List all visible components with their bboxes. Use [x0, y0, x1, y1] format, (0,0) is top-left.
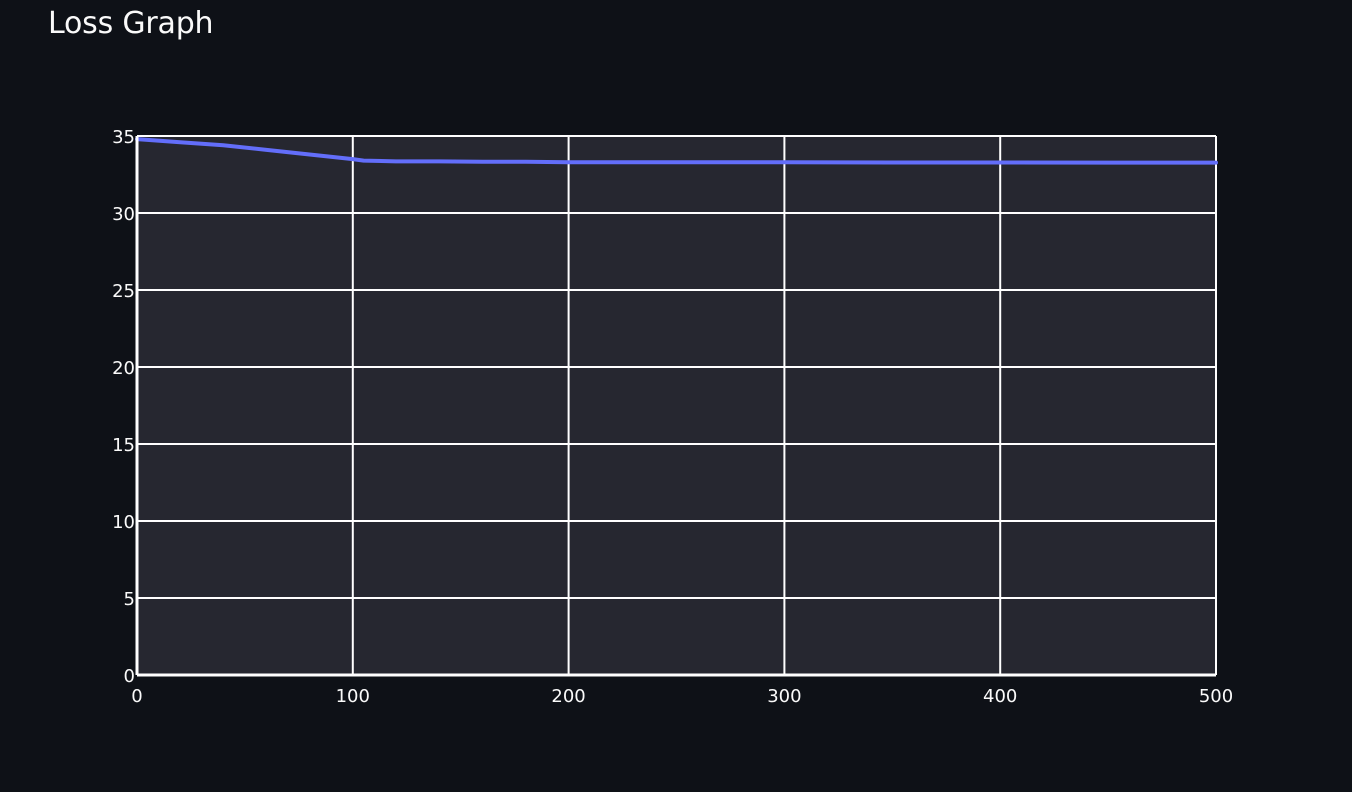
y-tick-label: 20: [112, 358, 135, 379]
x-tick-label: 0: [131, 686, 142, 707]
series-group: [135, 137, 1218, 165]
y-tick-labels: 0 5 10 15 20 25 30 35: [112, 127, 135, 687]
y-tick-label: 15: [112, 435, 135, 456]
x-gridlines: [351, 136, 1217, 675]
x-tick-label: 300: [767, 686, 801, 707]
x-tick-label: 500: [1199, 686, 1233, 707]
series-line: [135, 137, 1218, 165]
x-tick-label: 200: [551, 686, 585, 707]
y-tick-label: 25: [112, 281, 135, 302]
page-title: Loss Graph: [48, 6, 214, 41]
y-tick-label: 10: [112, 512, 135, 533]
x-tick-label: 100: [336, 686, 370, 707]
x-tick-label: 400: [983, 686, 1017, 707]
x-tick-labels: 0 100 200 300 400 500: [131, 686, 1233, 707]
y-tick-label: 35: [112, 127, 135, 148]
plot-background: [137, 136, 1216, 675]
y-tick-label: 5: [124, 589, 135, 610]
y-tick-label: 0: [124, 666, 135, 687]
y-gridlines: [137, 135, 1216, 599]
y-tick-label: 30: [112, 204, 135, 225]
